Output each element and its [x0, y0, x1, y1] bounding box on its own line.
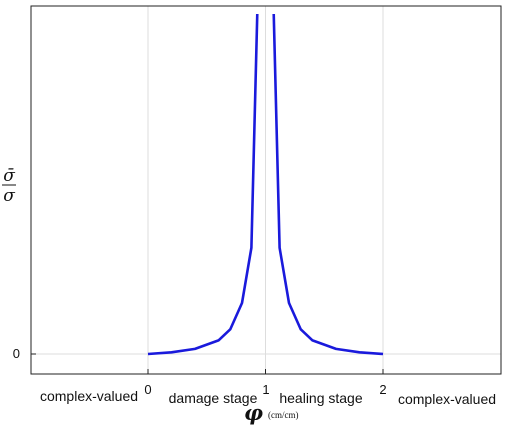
region-label-healing: healing stage: [279, 390, 363, 406]
x-axis-label: φ (cm/cm): [244, 400, 299, 425]
region-label-right: complex-valued: [398, 391, 496, 407]
region-label-damage: damage stage: [169, 390, 258, 406]
x-tick-label-1: 1: [262, 382, 269, 397]
y-label-numerator: σ̄: [3, 166, 15, 186]
x-tick-label-2: 2: [379, 382, 386, 397]
x-label-unit: (cm/cm): [268, 410, 299, 420]
grid: [31, 6, 501, 374]
region-label-left: complex-valued: [40, 388, 138, 404]
curve-right-branch: [272, 13, 384, 356]
region-labels: complex-valued damage stage healing stag…: [40, 388, 496, 407]
x-label-symbol: φ: [244, 400, 263, 425]
y-axis-label: σ̄ σ: [2, 166, 16, 206]
curve-left-branch: [147, 13, 259, 356]
series-curve: [147, 13, 384, 356]
y-tick-label-0: 0: [13, 346, 20, 361]
y-label-denominator: σ: [3, 186, 15, 206]
axis-ticks: [31, 353, 384, 374]
x-tick-label-0: 0: [144, 382, 151, 397]
x-tick-labels: 0 1 2: [144, 382, 386, 397]
